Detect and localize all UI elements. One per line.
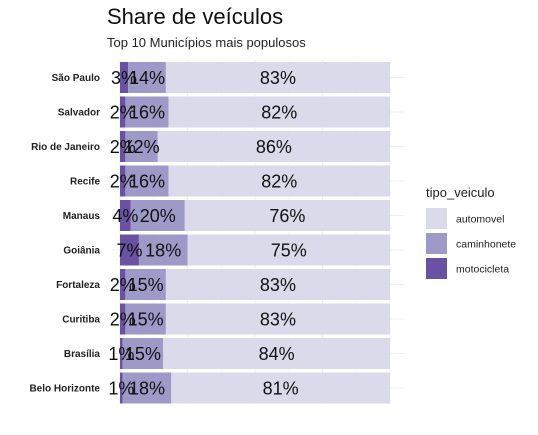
bar-caminhonete (138, 234, 188, 266)
legend-title: tipo_veiculo (426, 185, 495, 200)
category-label: Recife (70, 177, 100, 188)
bars (120, 62, 390, 404)
legend-key-caminhonete (426, 233, 447, 254)
category-label: Rio de Janeiro (31, 142, 100, 153)
category-label: Belo Horizonte (29, 384, 100, 395)
legend: tipo_veiculo automovel caminhonete motocic… (426, 185, 516, 279)
bar-automovel (157, 131, 390, 162)
category-labels: São Paulo Salvador Rio de Janeiro Recife Man… (29, 73, 100, 395)
data-label-motocicleta: 2% (110, 310, 136, 330)
bar-caminhonete (125, 269, 166, 300)
bar-motocicleta (120, 62, 129, 93)
data-label-motocicleta: 7% (116, 241, 142, 261)
bar-caminhonete (122, 372, 172, 404)
data-label-automovel: 86% (256, 137, 292, 157)
data-label-caminhonete: 18% (145, 241, 181, 261)
legend-key-motocicleta (426, 258, 447, 279)
category-label: São Paulo (52, 73, 100, 84)
bar-motocicleta (120, 338, 123, 369)
chart-title: Share de veículos (107, 4, 283, 29)
bar-caminhonete (125, 131, 158, 162)
bar-caminhonete (128, 62, 166, 93)
bar-motocicleta (120, 269, 126, 300)
bar-automovel (168, 165, 390, 197)
bar-automovel (165, 62, 390, 93)
data-label-caminhonete: 20% (140, 206, 176, 226)
data-label-automovel: 84% (259, 344, 295, 364)
bar-motocicleta (120, 96, 126, 128)
data-label-motocicleta: 2% (110, 103, 136, 123)
data-label-automovel: 83% (260, 310, 296, 330)
bar-motocicleta (120, 200, 131, 231)
category-label: Brasília (64, 349, 101, 360)
data-label-automovel: 76% (269, 206, 305, 226)
bar-motocicleta (120, 372, 123, 404)
bar-motocicleta (120, 165, 126, 197)
bar-automovel (163, 338, 390, 369)
bar-automovel (184, 200, 390, 231)
legend-label-automovel: automovel (456, 214, 504, 226)
chart-subtitle: Top 10 Municípios mais populosos (107, 35, 306, 50)
data-label-motocicleta: 3% (111, 68, 137, 88)
bar-automovel (165, 269, 390, 300)
data-label-automovel: 82% (261, 172, 297, 192)
data-label-automovel: 82% (261, 103, 297, 123)
data-label-motocicleta: 2% (110, 172, 136, 192)
category-label: Salvador (58, 108, 100, 119)
data-label-motocicleta: 1% (108, 379, 134, 399)
category-label: Goiânia (63, 246, 100, 257)
bar-motocicleta (120, 303, 126, 335)
bar-motocicleta (120, 234, 139, 266)
data-label-caminhonete: 18% (129, 379, 165, 399)
data-label-caminhonete: 15% (128, 310, 164, 330)
data-labels: 3%14% 83%2%16% 82%2%12% 86%2%16% 82%4% 20% 76%… (108, 68, 306, 399)
bar-caminhonete (125, 96, 169, 128)
data-label-caminhonete: 12% (124, 137, 160, 157)
data-label-motocicleta: 2% (110, 275, 136, 295)
bar-automovel (165, 303, 390, 335)
data-label-caminhonete: 15% (125, 344, 161, 364)
data-label-caminhonete: 15% (128, 275, 164, 295)
data-label-automovel: 83% (260, 68, 296, 88)
bar-caminhonete (125, 165, 169, 197)
data-label-caminhonete: 16% (129, 103, 165, 123)
category-label: Curitiba (62, 315, 100, 326)
data-label-motocicleta: 2% (110, 137, 136, 157)
legend-key-automovel (426, 208, 447, 229)
data-label-automovel: 83% (260, 275, 296, 295)
data-label-caminhonete: 16% (129, 172, 165, 192)
bar-caminhonete (125, 303, 166, 335)
data-label-motocicleta: 4% (112, 206, 138, 226)
bar-motocicleta (120, 131, 126, 162)
bar-caminhonete (122, 338, 164, 369)
data-label-caminhonete: 14% (129, 68, 165, 88)
data-label-automovel: 75% (271, 241, 307, 261)
category-label: Fortaleza (56, 280, 100, 291)
category-label: Manaus (63, 211, 101, 222)
legend-label-caminhonete: caminhonete (456, 239, 516, 251)
data-label-automovel: 81% (263, 379, 299, 399)
bar-caminhonete (130, 200, 185, 231)
bar-automovel (171, 372, 390, 404)
bar-automovel (168, 96, 390, 128)
data-label-motocicleta: 1% (108, 344, 134, 364)
bar-automovel (187, 234, 390, 266)
legend-label-motocicleta: motocicleta (456, 264, 509, 276)
